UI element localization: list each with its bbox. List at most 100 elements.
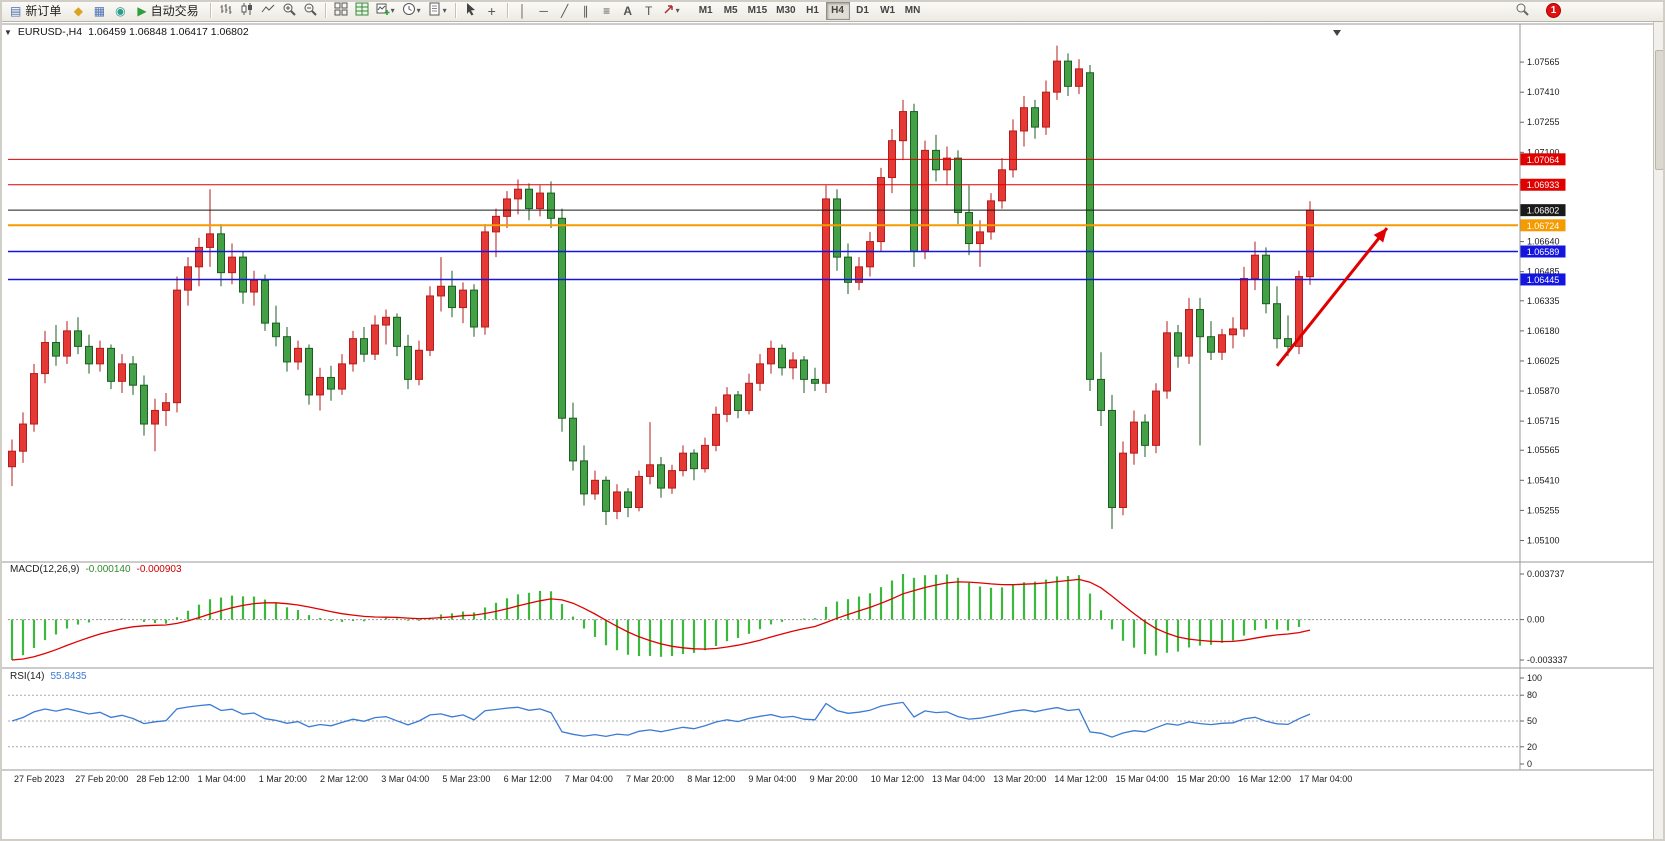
timeframe-m15[interactable]: M15 xyxy=(744,2,771,20)
text-label-tool-button[interactable]: T xyxy=(639,1,659,21)
cursor-button[interactable] xyxy=(461,1,481,21)
indicators-button[interactable] xyxy=(352,1,372,21)
timeframe-m1[interactable]: M1 xyxy=(694,2,718,20)
candle-body xyxy=(41,342,49,375)
chart-collapse-icon[interactable]: ▼ xyxy=(4,27,12,37)
auto-trading-label: 自动交易 xyxy=(150,4,199,18)
price-tag xyxy=(1520,153,1566,166)
price-tick-label: 1.05255 xyxy=(1527,505,1560,515)
candle-body xyxy=(734,394,742,411)
scrollbar-thumb[interactable] xyxy=(1655,50,1664,170)
macd-signal-line xyxy=(11,578,1311,661)
line-chart-button[interactable] xyxy=(258,1,278,21)
text-tool-button[interactable]: A xyxy=(618,1,638,21)
trendline-tool-button[interactable]: ╱ xyxy=(555,1,575,21)
main-toolbar: ▤ 新订单 ◆ ▦ ◉ ▶ 自动交易 ▾ ▾ ▾ + │ ─ ╱ ∥ ≡ A T… xyxy=(0,0,1665,22)
time-axis-label: 10 Mar 12:00 xyxy=(870,774,924,784)
fibonacci-tool-button[interactable]: ≡ xyxy=(597,1,617,21)
candle-body xyxy=(30,373,38,425)
horizontal-line-tool-button[interactable]: ─ xyxy=(534,1,554,21)
chart-frame xyxy=(0,23,1653,771)
candle-body xyxy=(591,479,599,495)
price-tick-label: 1.06180 xyxy=(1527,326,1560,336)
macd-scale-label: 0.00 xyxy=(1527,615,1545,625)
vertical-scrollbar[interactable] xyxy=(1653,22,1665,841)
templates-button[interactable]: ▾ xyxy=(425,1,450,21)
candle-body xyxy=(459,289,467,309)
price-tag-label: 1.06445 xyxy=(1527,275,1560,285)
equidistant-channel-icon: ∥ xyxy=(582,3,589,18)
price-tag xyxy=(1520,219,1566,232)
rsi-panel: 100 80 50 20 0 xyxy=(8,673,1542,769)
timeframe-m5[interactable]: M5 xyxy=(719,2,743,20)
candles-layer xyxy=(8,45,1314,529)
data-window-button[interactable]: ▦ xyxy=(89,1,109,21)
candle-body xyxy=(1174,332,1182,357)
candle-body xyxy=(932,149,940,171)
candle-body xyxy=(294,347,302,363)
price-scale[interactable]: 1.075651.074101.072551.071001.069451.066… xyxy=(1520,57,1560,545)
vertical-line-tool-button[interactable]: │ xyxy=(513,1,533,21)
price-tick-label: 1.06335 xyxy=(1527,296,1560,306)
periods-button[interactable]: ▾ xyxy=(399,1,424,21)
search-button[interactable] xyxy=(1512,1,1532,21)
zoom-out-button[interactable] xyxy=(300,1,320,21)
timeframe-w1[interactable]: W1 xyxy=(876,2,900,20)
time-axis-label: 1 Mar 20:00 xyxy=(258,774,307,784)
toolbar-separator xyxy=(324,3,326,18)
candlestick-chart-button[interactable] xyxy=(237,1,257,21)
candle-body xyxy=(756,363,764,384)
candle-body xyxy=(1064,60,1072,87)
rsi-scale-label: 20 xyxy=(1527,742,1537,752)
candle-body xyxy=(613,491,621,512)
candle-body xyxy=(382,316,390,326)
candle-body xyxy=(272,322,280,338)
macd-signal-value: -0.000903 xyxy=(136,564,182,575)
candle-body xyxy=(1251,254,1259,279)
price-tag-label: 1.06933 xyxy=(1527,180,1560,190)
indicators-grid-icon xyxy=(355,2,369,19)
shapes-button[interactable]: ▾ xyxy=(660,1,683,21)
navigator-button[interactable]: ◉ xyxy=(110,1,130,21)
tile-windows-button[interactable] xyxy=(331,1,351,21)
candle-body xyxy=(800,359,808,380)
vertical-line-icon: │ xyxy=(518,3,527,18)
candle-body xyxy=(74,330,82,347)
clock-icon xyxy=(402,2,416,19)
trend-arrow[interactable] xyxy=(1275,227,1389,367)
ohlc-bars-chart-button[interactable] xyxy=(216,1,236,21)
timeframe-d1[interactable]: D1 xyxy=(851,2,875,20)
market-watch-button[interactable]: ◆ xyxy=(68,1,88,21)
time-axis-label: 7 Mar 04:00 xyxy=(564,774,613,784)
candle-body xyxy=(8,450,16,468)
toolbar-separator xyxy=(506,3,508,18)
chart-canvas[interactable]: 1.075651.074101.072551.071001.069451.066… xyxy=(0,22,1653,841)
new-order-button[interactable]: ▤ 新订单 xyxy=(4,1,67,21)
auto-trading-button[interactable]: ▶ 自动交易 xyxy=(131,1,204,21)
price-tag xyxy=(1520,245,1566,258)
time-axis[interactable]: 27 Feb 2023 27 Feb 20:00 28 Feb 12:00 1 Mar… xyxy=(0,772,1653,790)
price-tag xyxy=(1520,273,1566,286)
timeframe-mn[interactable]: MN xyxy=(901,2,925,20)
notification-badge[interactable]: 1 xyxy=(1546,3,1561,18)
new-chart-button[interactable]: ▾ xyxy=(373,1,398,21)
candle-body xyxy=(811,378,819,384)
candle-body xyxy=(1218,334,1226,353)
price-tick-label: 1.05100 xyxy=(1527,535,1560,545)
crosshair-button[interactable]: + xyxy=(482,1,502,21)
zoom-in-button[interactable] xyxy=(279,1,299,21)
text-icon: A xyxy=(623,3,632,18)
auto-trading-icon: ▶ xyxy=(137,3,147,18)
candle-body xyxy=(470,289,478,328)
channel-tool-button[interactable]: ∥ xyxy=(576,1,596,21)
timeframe-h4[interactable]: H4 xyxy=(825,1,850,20)
candle-body xyxy=(173,289,181,404)
timeframe-m30[interactable]: M30 xyxy=(772,2,799,20)
chevron-down-icon: ▾ xyxy=(675,6,680,15)
new-order-label: 新订单 xyxy=(25,4,62,18)
candle-body xyxy=(679,452,687,472)
candle-body xyxy=(1053,60,1061,93)
macd-scale-label: -0.003337 xyxy=(1527,655,1568,665)
timeframe-h1[interactable]: H1 xyxy=(801,2,825,20)
text-label-icon: T xyxy=(644,3,653,18)
